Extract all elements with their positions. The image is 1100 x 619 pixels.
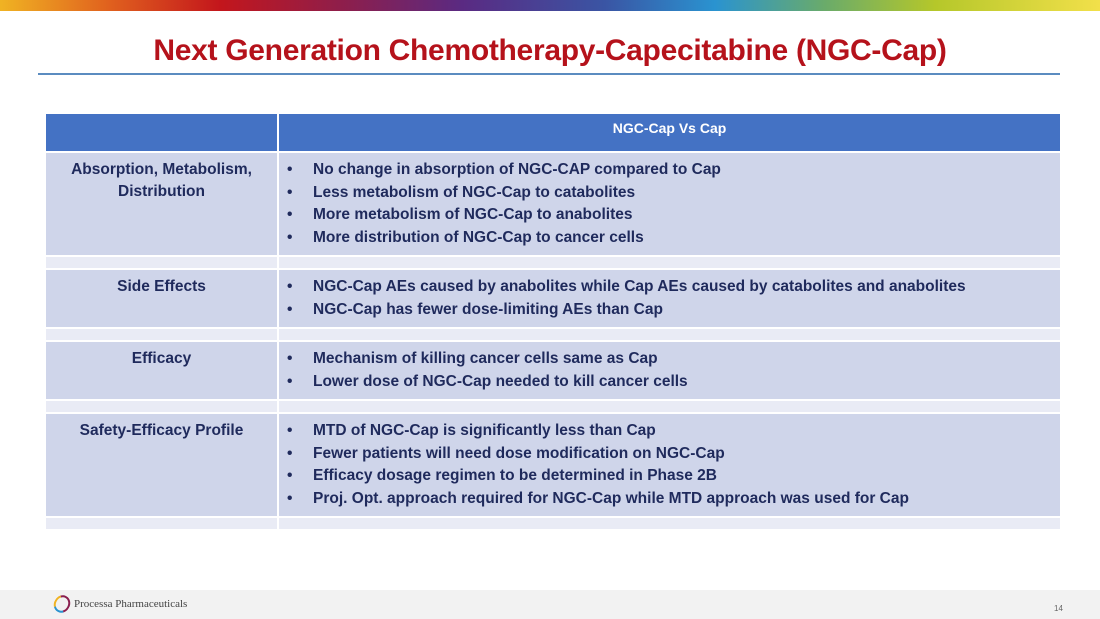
table-row: Side Effects NGC-Cap AEs caused by anabol… [44, 268, 1062, 329]
bullet-item: Efficacy dosage regimen to be determined… [287, 465, 1052, 488]
spacer-cell [277, 516, 1062, 531]
bullet-item: Lower dose of NGC-Cap needed to kill can… [287, 371, 1052, 394]
row-label: Side Effects [44, 268, 279, 329]
bullet-list: No change in absorption of NGC-CAP compa… [279, 153, 1060, 255]
bullet-item: NGC-Cap has fewer dose-limiting AEs than… [287, 299, 1052, 322]
bullet-list: MTD of NGC-Cap is significantly less tha… [279, 414, 1060, 516]
bullet-list: NGC-Cap AEs caused by anabolites while C… [279, 270, 1060, 327]
table-row: Safety-Efficacy Profile MTD of NGC-Cap is… [44, 412, 1062, 518]
bullet-item: No change in absorption of NGC-CAP compa… [287, 159, 1052, 182]
header-comparison: NGC-Cap Vs Cap [277, 112, 1062, 153]
row-label: Absorption, Metabolism, Distribution [44, 151, 279, 257]
table-row: Efficacy Mechanism of killing cancer cell… [44, 340, 1062, 401]
processa-logo-icon [50, 592, 74, 616]
bullet-item: Mechanism of killing cancer cells same a… [287, 348, 1052, 371]
row-content: No change in absorption of NGC-CAP compa… [277, 151, 1062, 257]
bullet-item: Fewer patients will need dose modificati… [287, 443, 1052, 466]
spacer-cell [277, 327, 1062, 342]
table-header: NGC-Cap Vs Cap [44, 112, 1062, 153]
spacer-cell [277, 399, 1062, 414]
title-rule [38, 73, 1060, 75]
comparison-table: NGC-Cap Vs Cap Absorption, Metabolism, D… [44, 112, 1062, 531]
bullet-item: More metabolism of NGC-Cap to anabolites [287, 204, 1052, 227]
bullet-item: MTD of NGC-Cap is significantly less tha… [287, 420, 1052, 443]
row-content: Mechanism of killing cancer cells same a… [277, 340, 1062, 401]
header-blank [44, 112, 279, 153]
spacer-row [44, 516, 1062, 531]
row-label: Efficacy [44, 340, 279, 401]
spacer-cell [44, 399, 279, 414]
page-number: 14 [1054, 604, 1063, 613]
bullet-list: Mechanism of killing cancer cells same a… [279, 342, 1060, 399]
spacer-row [44, 327, 1062, 342]
color-band [0, 0, 1100, 11]
row-content: NGC-Cap AEs caused by anabolites while C… [277, 268, 1062, 329]
spacer-cell [277, 255, 1062, 270]
bullet-item: NGC-Cap AEs caused by anabolites while C… [287, 276, 1052, 299]
slide-title: Next Generation Chemotherapy-Capecitabin… [153, 34, 947, 67]
row-label: Safety-Efficacy Profile [44, 412, 279, 518]
bullet-item: Proj. Opt. approach required for NGC-Cap… [287, 488, 1052, 511]
brand-name: Processa Pharmaceuticals [74, 598, 188, 610]
spacer-row [44, 255, 1062, 270]
spacer-cell [44, 327, 279, 342]
table-row: Absorption, Metabolism, Distribution No c… [44, 151, 1062, 257]
footer: Processa Pharmaceuticals 14 [0, 590, 1100, 619]
spacer-cell [44, 516, 279, 531]
bullet-item: More distribution of NGC-Cap to cancer c… [287, 227, 1052, 250]
row-content: MTD of NGC-Cap is significantly less tha… [277, 412, 1062, 518]
spacer-row [44, 399, 1062, 414]
bullet-item: Less metabolism of NGC-Cap to catabolite… [287, 182, 1052, 205]
spacer-cell [44, 255, 279, 270]
